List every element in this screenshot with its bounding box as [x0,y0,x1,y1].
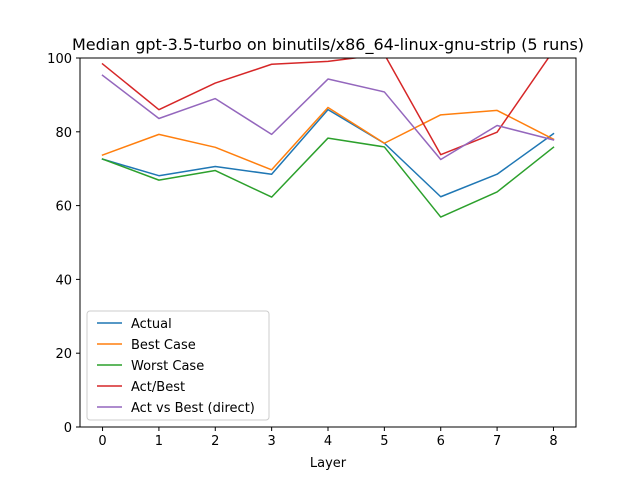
legend: Actual Best Case Worst Case Act/Best Act vs … [86,310,270,421]
x-tick-label: 8 [549,434,557,449]
x-tick-label: 3 [267,434,275,449]
y-tick-label: 60 [55,200,72,215]
x-tick-label: 2 [211,434,219,449]
x-tick-label: 7 [493,434,501,449]
x-tick-label: 4 [324,434,332,449]
legend-label: Act/Best [131,380,185,395]
y-tick-label: 0 [64,421,72,436]
y-tick-label: 100 [47,52,72,67]
x-axis: 0 1 2 3 4 5 6 7 8 [98,427,558,449]
legend-label: Act vs Best (direct) [131,401,255,416]
legend-label: Best Case [131,338,196,353]
x-tick-label: 5 [380,434,388,449]
x-tick-label: 6 [437,434,445,449]
y-tick-label: 20 [55,347,72,362]
series-line-5 [101,74,555,161]
legend-box [86,310,270,421]
series-line-1 [101,108,555,198]
series-line-4 [101,58,550,156]
y-axis: 0 20 40 60 80 100 [47,52,80,436]
x-tick-label: 1 [155,434,163,449]
y-tick-label: 40 [55,273,72,288]
chart-title: Median gpt-3.5-turbo on binutils/x86_64-… [72,35,584,55]
y-tick-label: 80 [55,126,72,141]
series-line-2 [101,106,555,171]
x-axis-label: Layer [310,456,347,471]
legend-label: Actual [131,317,172,332]
series-layer [101,58,555,218]
legend-label: Worst Case [131,359,204,374]
series-line-3 [101,137,555,218]
x-tick-label: 0 [98,434,106,449]
